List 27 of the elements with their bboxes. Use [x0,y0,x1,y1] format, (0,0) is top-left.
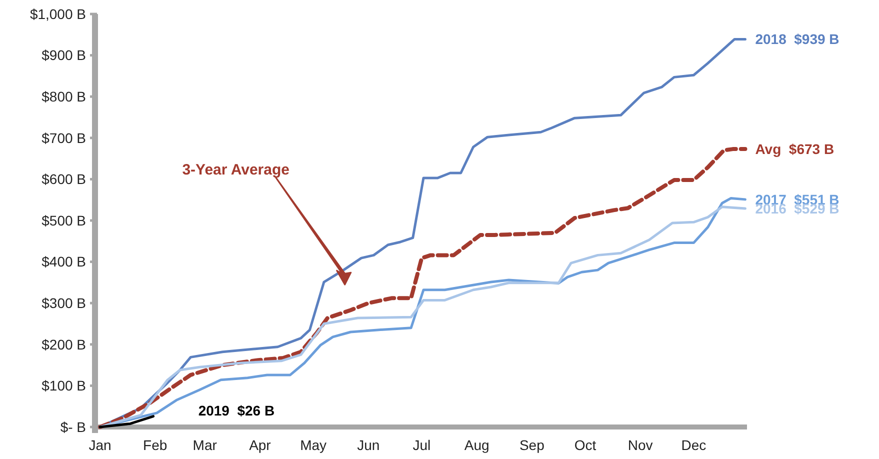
x-tick-label: Jan [88,437,112,453]
y-tick-label: $200 B [42,336,86,352]
x-tick-label: Sep [519,437,545,453]
x-tick-label: May [300,437,327,453]
x-tick-label: Feb [143,437,168,453]
annotation: 3-Year Average [182,162,290,179]
y-tick-label: $100 B [42,378,86,394]
series-label: Avg $673 B [755,141,834,158]
y-tick-label: $900 B [42,47,86,64]
y-tick-label: $300 B [42,295,86,311]
x-tick-label: Jul [412,437,431,453]
x-tick-label: Apr [249,437,272,453]
x-tick-label: Nov [628,437,653,453]
text: 2019 $26 B [198,402,275,418]
x-tick-label: Oct [574,437,596,453]
x-tick-label: Mar [192,437,218,453]
x-tick-label: Aug [464,437,490,453]
y-tick-label: $1,000 B [30,6,86,22]
series-label: 2018 $939 B [755,31,840,48]
y-tick-label: $500 B [42,212,86,228]
x-tick-label: Dec [681,437,706,453]
y-tick-label: $700 B [42,130,86,146]
y-tick-label: $- B [60,418,86,435]
x-tick-label: Jun [357,437,380,453]
y-tick-label: $600 B [42,171,86,188]
y-tick-label: $400 B [42,254,86,270]
y-tick-label: $800 B [42,88,86,104]
